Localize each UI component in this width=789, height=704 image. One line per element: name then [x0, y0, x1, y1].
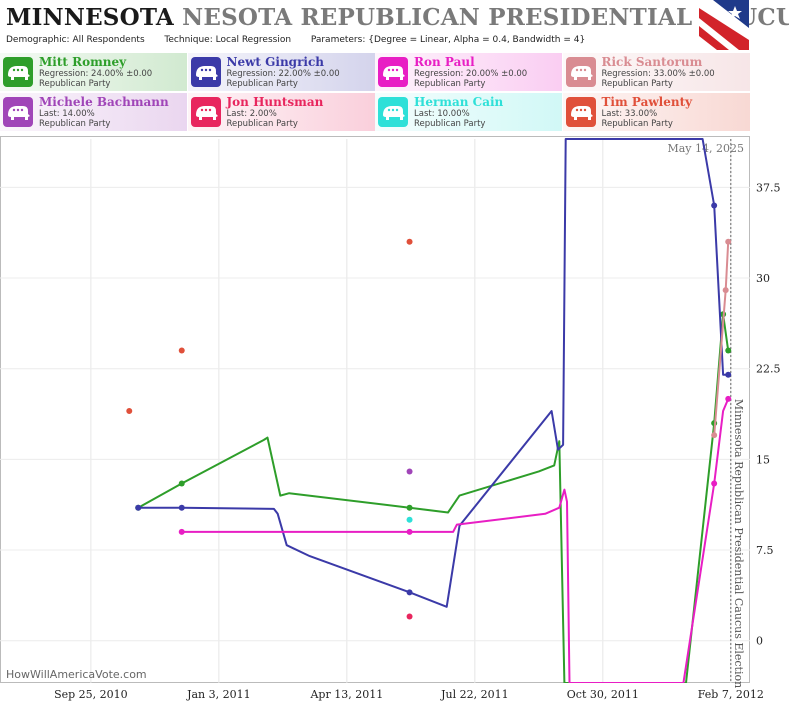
legend-stat: Regression: 24.00% ±0.00 — [39, 69, 153, 79]
elephant-icon — [3, 97, 33, 127]
legend-party: Republican Party — [226, 79, 298, 89]
legend-party: Republican Party — [414, 119, 486, 129]
data-point-newt-gingrich — [711, 202, 718, 209]
technique-label: Technique: — [164, 35, 213, 45]
demographic-label: Demographic: — [6, 35, 70, 45]
x-tick-label: Oct 30, 2011 — [567, 688, 639, 701]
elephant-icon — [378, 97, 408, 127]
data-point-rick-santorum — [722, 287, 729, 294]
chart-subtitle: Demographic: All Respondents Technique: … — [6, 35, 585, 45]
legend-stat: Last: 33.00% — [601, 109, 658, 119]
legend-name: Mitt Romney — [39, 55, 127, 69]
legend-name: Michele Bachmann — [39, 95, 169, 109]
data-point-mitt-romney — [406, 504, 413, 511]
data-point-ron-paul — [711, 480, 718, 487]
x-tick-label: Sep 25, 2010 — [54, 688, 128, 701]
elephant-icon — [190, 97, 221, 127]
elephant-icon — [190, 57, 221, 87]
legend-party: Republican Party — [39, 119, 111, 129]
data-point-rick-santorum — [711, 432, 718, 439]
y-tick-label: 0 — [756, 635, 763, 648]
legend-name: Newt Gingrich — [226, 55, 325, 69]
y-tick-label: 30 — [756, 272, 770, 285]
legend-item-tim-pawlenty: Tim Pawlenty Last: 33.00% Republican Party — [562, 93, 750, 131]
x-tick-label: Feb 7, 2012 — [698, 688, 764, 701]
legend-item-newt-gingrich: Newt Gingrich Regression: 22.00% ±0.00 Rep… — [187, 53, 375, 91]
legend-party: Republican Party — [601, 119, 673, 129]
elephant-icon — [3, 57, 33, 87]
x-tick-label: Jan 3, 2011 — [186, 688, 251, 701]
chart-title: MINNESOTA NESOTA REPUBLICAN PRESIDENTIAL… — [6, 4, 789, 31]
legend-item-ron-paul: Ron Paul Regression: 20.00% ±0.00 Republic… — [375, 53, 562, 91]
legend-stat: Last: 10.00% — [414, 109, 470, 119]
legend-item-herman-cain: Herman Cain Last: 10.00% Republican Party — [375, 93, 562, 131]
elephant-icon — [565, 57, 596, 87]
data-point-ron-paul — [406, 528, 413, 535]
data-point-michele-bachmann — [406, 468, 413, 475]
legend-party: Republican Party — [601, 79, 673, 89]
elephant-icon — [378, 57, 408, 87]
y-tick-label: 37.5 — [756, 181, 781, 194]
elephant-icon — [565, 97, 596, 127]
data-point-ron-paul — [725, 395, 732, 402]
legend-stat: Last: 2.00% — [226, 109, 277, 119]
legend-name: Ron Paul — [414, 55, 475, 69]
legend: Mitt Romney Regression: 24.00% ±0.00 Repub… — [0, 53, 750, 133]
y-tick-label: 7.5 — [756, 544, 774, 557]
plot-frame — [0, 136, 750, 683]
data-point-tim-pawlenty — [178, 347, 185, 354]
demographic-value: All Respondents — [72, 35, 145, 45]
legend-name: Herman Cain — [414, 95, 504, 109]
data-point-tim-pawlenty — [406, 238, 413, 245]
legend-stat: Regression: 33.00% ±0.00 — [601, 69, 715, 79]
x-tick-label: Apr 13, 2011 — [309, 688, 383, 701]
plot-area: Sep 25, 2010 Jan 3, 2011 Apr 13, 2011 Jul 2… — [0, 136, 781, 701]
legend-party: Republican Party — [39, 79, 111, 89]
data-point-tim-pawlenty — [126, 408, 133, 414]
parameters-label: Parameters: — [310, 35, 366, 45]
technique-value: Local Regression — [215, 35, 292, 45]
data-point-mitt-romney — [178, 480, 185, 487]
legend-party: Republican Party — [226, 119, 298, 129]
data-point-newt-gingrich — [178, 504, 185, 511]
legend-stat: Regression: 20.00% ±0.00 — [414, 69, 528, 79]
legend-stat: Regression: 22.00% ±0.00 — [226, 69, 340, 79]
data-point-rick-santorum — [725, 238, 732, 245]
legend-name: Jon Huntsman — [226, 95, 324, 109]
legend-item-rick-santorum: Rick Santorum Regression: 33.00% ±0.00 Rep… — [562, 53, 750, 91]
legend-item-michele-bachmann: Michele Bachmann Last: 14.00% Republican P… — [0, 93, 187, 131]
data-point-herman-cain — [406, 516, 413, 523]
legend-name: Tim Pawlenty — [601, 95, 693, 109]
x-tick-label: Jul 22, 2011 — [440, 688, 509, 701]
legend-name: Rick Santorum — [601, 55, 703, 69]
legend-item-mitt-romney: Mitt Romney Regression: 24.00% ±0.00 Repub… — [0, 53, 187, 91]
data-point-newt-gingrich — [406, 589, 413, 596]
legend-item-jon-huntsman: Jon Huntsman Last: 2.00% Republican Party — [187, 93, 375, 131]
data-point-jon-huntsman — [406, 613, 413, 620]
data-point-ron-paul — [178, 528, 185, 535]
data-point-mitt-romney — [725, 347, 732, 354]
current-date-label: May 14, 2025 — [667, 142, 744, 155]
y-tick-label: 15 — [756, 453, 770, 466]
data-point-newt-gingrich — [725, 371, 732, 378]
parameters-value: {Degree = Linear, Alpha = 0.4, Bandwidth… — [368, 35, 586, 45]
title-rest: NESOTA REPUBLICAN PRESIDENTIAL CAUCUS 20… — [182, 4, 789, 31]
event-label: Minnesota Republican Presidential Caucus… — [732, 399, 745, 688]
title-main: MINNESOTA — [6, 4, 174, 31]
y-tick-label: 22.5 — [756, 363, 781, 376]
series-line-newt-gingrich — [138, 138, 729, 608]
series-line-mitt-romney — [137, 313, 730, 683]
data-point-newt-gingrich — [135, 504, 142, 511]
legend-stat: Last: 14.00% — [39, 109, 95, 119]
flag-logo-icon — [699, 0, 749, 50]
legend-party: Republican Party — [414, 79, 486, 89]
watermark: HowWillAmericaVote.com — [6, 668, 147, 681]
